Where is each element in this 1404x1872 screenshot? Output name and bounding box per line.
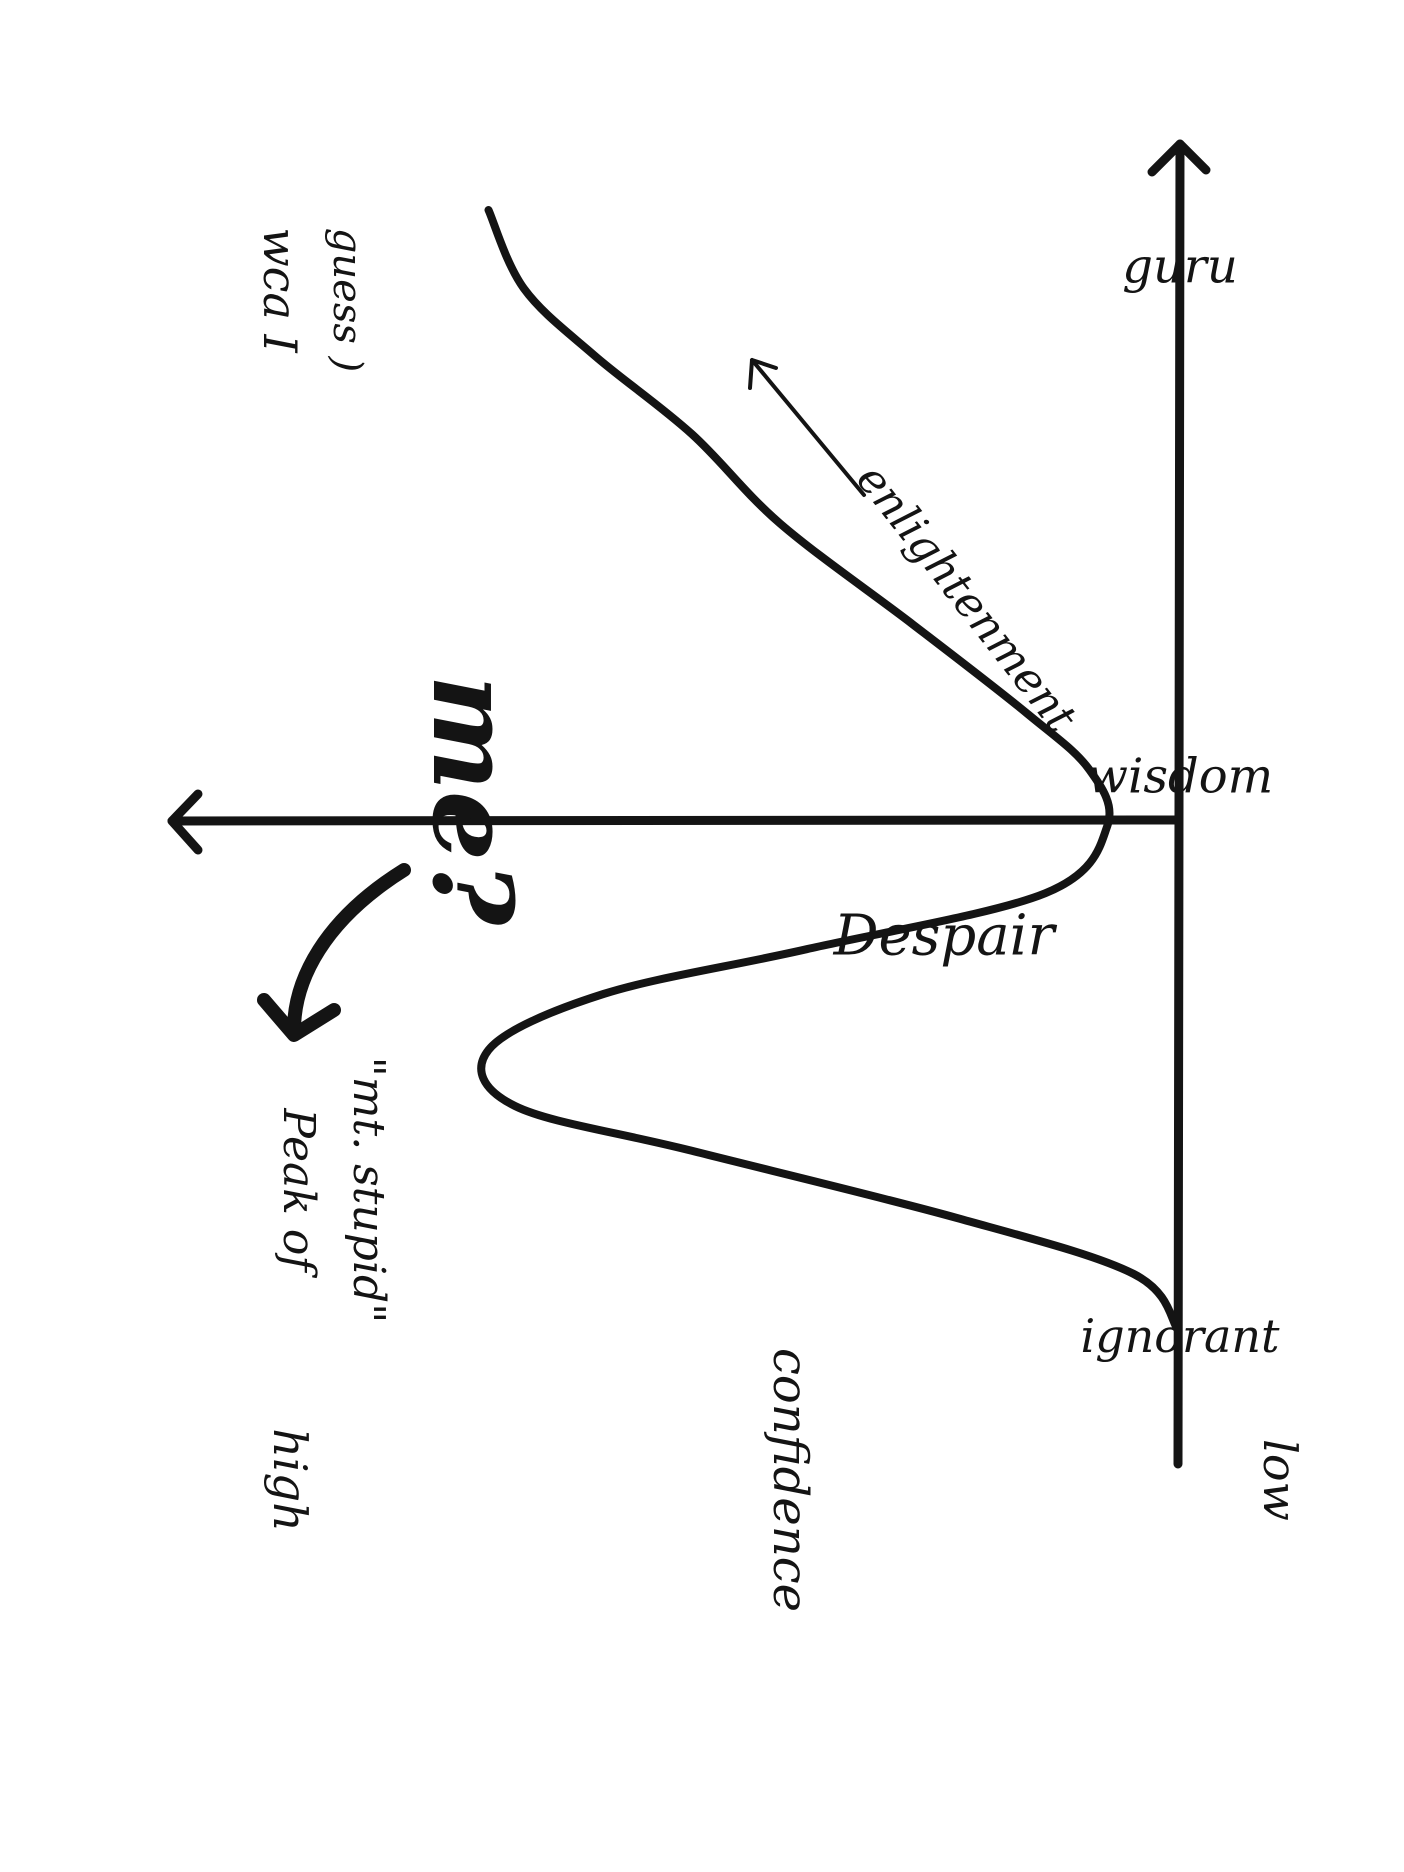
confidence-curve — [477, 206, 1182, 1334]
annotation-despair: Despair — [833, 904, 1058, 969]
enlightenment-arrow-head — [748, 358, 778, 390]
me-arrow-head — [257, 993, 341, 1042]
tick-label-high: high — [263, 1428, 317, 1531]
y-axis-line — [167, 815, 1183, 826]
x-axis-arrowhead — [1147, 139, 1211, 177]
annotation-guru-line1: wca I — [253, 227, 307, 353]
enlightenment-arrow-shaft — [750, 358, 866, 497]
me-arrow-shaft — [287, 863, 411, 1037]
tick-label-wisdom: wisdom — [1087, 749, 1273, 805]
annotation-peak-line2: "mt. stupid" — [343, 1057, 394, 1324]
y-axis-label: confidence — [762, 1348, 818, 1612]
tick-label-low: low — [1253, 1439, 1307, 1521]
y-axis-arrowhead — [167, 789, 203, 855]
x-axis-line — [1173, 139, 1185, 1469]
annotation-me: me? — [408, 675, 537, 927]
tick-label-ignorant: ignorant — [1080, 1309, 1280, 1363]
tick-labels: ignorant wisdom guru low high — [263, 239, 1307, 1532]
tick-label-guru: guru — [1122, 239, 1238, 295]
annotation-guru-line2: guess ) — [324, 228, 370, 372]
annotation-peak-line1: Peak of — [273, 1107, 324, 1278]
axes — [167, 139, 1211, 1469]
